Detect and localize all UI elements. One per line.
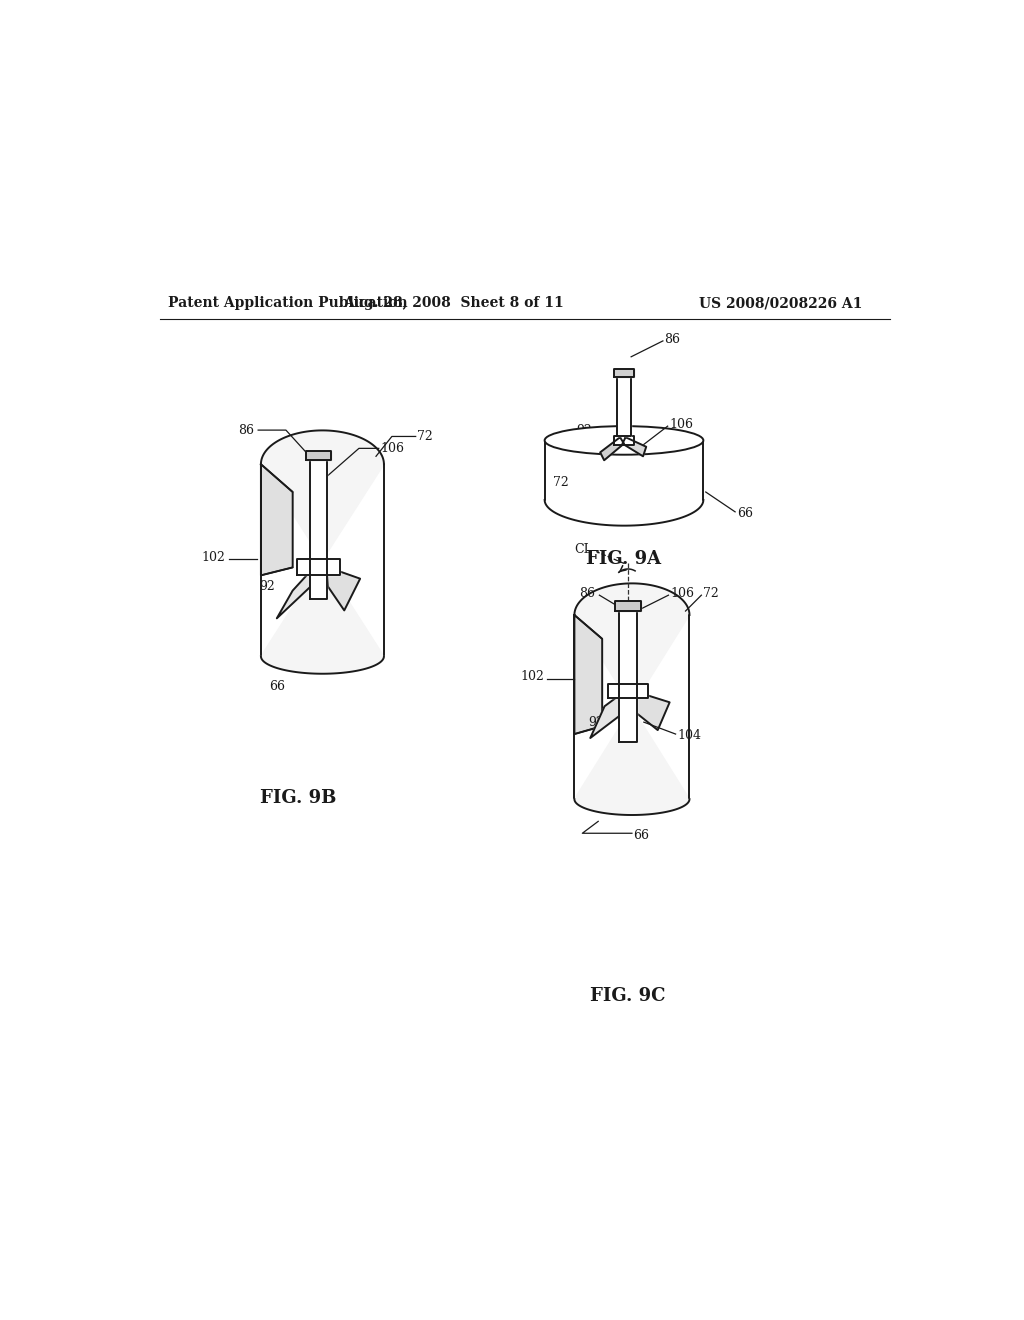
Polygon shape: [615, 601, 641, 611]
Ellipse shape: [545, 426, 703, 454]
Polygon shape: [600, 437, 624, 461]
Text: 66: 66: [736, 507, 753, 520]
Text: 104: 104: [677, 729, 701, 742]
Polygon shape: [306, 450, 331, 461]
Polygon shape: [620, 611, 637, 742]
Polygon shape: [613, 368, 634, 376]
Text: Patent Application Publication: Patent Application Publication: [168, 296, 408, 310]
Text: US 2008/0208226 A1: US 2008/0208226 A1: [699, 296, 863, 310]
Text: 86: 86: [580, 587, 595, 601]
Polygon shape: [276, 566, 314, 618]
Polygon shape: [590, 692, 625, 738]
Text: 66: 66: [269, 680, 285, 693]
Text: Aug. 28, 2008  Sheet 8 of 11: Aug. 28, 2008 Sheet 8 of 11: [343, 296, 564, 310]
Text: 92: 92: [589, 715, 604, 729]
Text: 86: 86: [239, 424, 254, 437]
Text: 66: 66: [634, 829, 649, 842]
Polygon shape: [297, 558, 340, 574]
Text: 72: 72: [417, 430, 433, 444]
Polygon shape: [623, 437, 646, 457]
Polygon shape: [608, 684, 648, 698]
Text: 72: 72: [553, 475, 568, 488]
Text: 106: 106: [380, 442, 404, 455]
Text: FIG. 9C: FIG. 9C: [590, 987, 666, 1005]
Text: 106: 106: [670, 418, 693, 432]
Text: FIG. 9A: FIG. 9A: [587, 550, 662, 569]
Text: 92: 92: [259, 579, 274, 593]
Polygon shape: [327, 566, 360, 610]
Text: CL: CL: [574, 543, 592, 556]
Text: 92: 92: [577, 425, 592, 437]
Polygon shape: [574, 583, 689, 814]
Text: 86: 86: [665, 333, 681, 346]
Text: 102: 102: [202, 550, 225, 564]
Polygon shape: [261, 465, 293, 576]
Text: 106: 106: [670, 587, 694, 601]
Polygon shape: [634, 692, 670, 730]
Polygon shape: [614, 436, 634, 445]
Text: 102: 102: [520, 671, 544, 684]
Polygon shape: [261, 430, 384, 673]
Polygon shape: [616, 376, 631, 436]
Polygon shape: [574, 615, 602, 734]
Text: 72: 72: [702, 587, 719, 601]
Text: FIG. 9B: FIG. 9B: [260, 788, 337, 807]
Polygon shape: [309, 461, 328, 598]
